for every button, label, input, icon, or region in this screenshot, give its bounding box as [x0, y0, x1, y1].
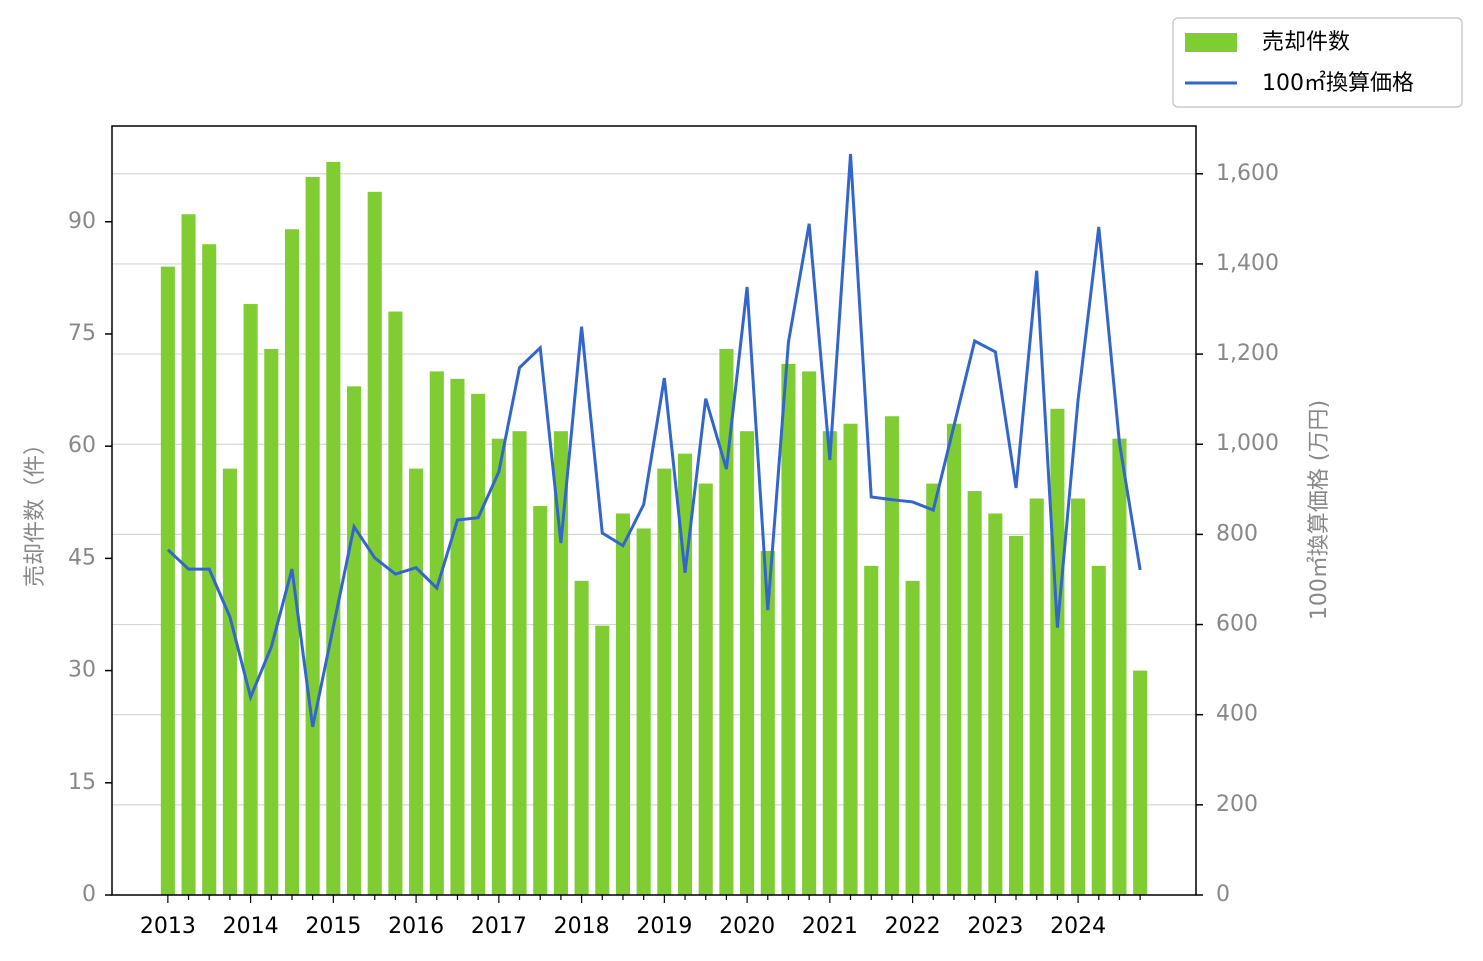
x-tick-label: 2021: [802, 914, 858, 939]
bar: [1091, 565, 1106, 895]
bar: [243, 304, 258, 895]
bar: [864, 565, 879, 895]
bar: [946, 423, 961, 895]
bar: [512, 431, 527, 895]
x-tick-label: 2024: [1050, 914, 1106, 939]
bar: [1133, 670, 1148, 895]
x-tick-label: 2023: [967, 914, 1023, 939]
x-tick-label: 2015: [305, 914, 361, 939]
bar: [1071, 498, 1086, 895]
bar: [553, 431, 568, 895]
bar: [326, 161, 341, 895]
x-tick-label: 2022: [885, 914, 941, 939]
bar: [1029, 498, 1044, 895]
y2-tick-label: 0: [1216, 882, 1230, 907]
line: [166, 153, 1142, 728]
bar: [595, 625, 610, 895]
bar: [181, 214, 196, 895]
x-tick-label: 2014: [223, 914, 279, 939]
y2-axis-label: 100㎡換算価格 (万円): [1306, 400, 1332, 620]
x-tick-label: 2013: [140, 914, 196, 939]
bar: [843, 423, 858, 895]
y-axis-label: 売却件数（件）: [23, 433, 48, 587]
x-tick-label: 2020: [719, 914, 775, 939]
bar: [574, 580, 589, 895]
y-tick-label: 45: [68, 545, 96, 570]
y-tick-label: 30: [68, 658, 96, 683]
y2-tick-label: 1,000: [1216, 431, 1279, 456]
bar: [471, 393, 486, 895]
legend-label: 売却件数: [1262, 30, 1350, 55]
bar: [988, 513, 1003, 895]
y2-tick-label: 1,200: [1216, 341, 1279, 366]
y2-tick-label: 200: [1216, 792, 1258, 817]
x-tick-label: 2016: [388, 914, 444, 939]
bar: [884, 416, 899, 895]
y2-tick-label: 800: [1216, 521, 1258, 546]
y-tick-label: 75: [68, 321, 96, 346]
bar: [284, 229, 300, 896]
bar: [822, 431, 837, 895]
bar: [1112, 438, 1127, 895]
bar: [698, 483, 713, 895]
bar: [1008, 535, 1024, 895]
y-tick-label: 15: [68, 770, 96, 795]
bar: [740, 431, 755, 895]
bar: [367, 191, 382, 895]
bar: [905, 580, 920, 895]
y2-tick-label: 400: [1216, 702, 1258, 727]
x-tick-label: 2018: [554, 914, 610, 939]
y-tick-label: 60: [68, 433, 96, 458]
bar: [491, 438, 506, 895]
legend-label: 100㎡換算価格: [1262, 70, 1414, 96]
bar: [1050, 408, 1065, 895]
bar: [781, 363, 796, 895]
bar: [450, 378, 465, 895]
bar: [657, 468, 672, 895]
y-tick-label: 90: [68, 209, 96, 234]
y2-tick-label: 1,400: [1216, 251, 1279, 276]
bar: [967, 491, 982, 895]
bar: [305, 176, 320, 896]
y2-tick-label: 600: [1216, 612, 1258, 637]
legend-swatch: [1185, 33, 1237, 52]
bar: [533, 506, 548, 895]
bar: [802, 371, 817, 895]
bar: [160, 266, 175, 895]
bar: [264, 348, 279, 895]
bar: [347, 386, 362, 895]
bar: [429, 371, 444, 895]
y-tick-label: 0: [82, 882, 96, 907]
bar: [222, 468, 237, 895]
x-tick-label: 2017: [471, 914, 527, 939]
bar: [677, 453, 693, 895]
bar: [760, 550, 775, 895]
x-tick-label: 2019: [636, 914, 692, 939]
y2-tick-label: 1,600: [1216, 161, 1279, 186]
bar: [615, 513, 631, 895]
bar: [926, 483, 941, 895]
bar: [636, 528, 651, 895]
bar: [719, 348, 734, 895]
bar: [388, 311, 403, 895]
legend-box: [1172, 17, 1463, 108]
plot-frame: [111, 125, 1197, 896]
bar: [409, 468, 424, 895]
